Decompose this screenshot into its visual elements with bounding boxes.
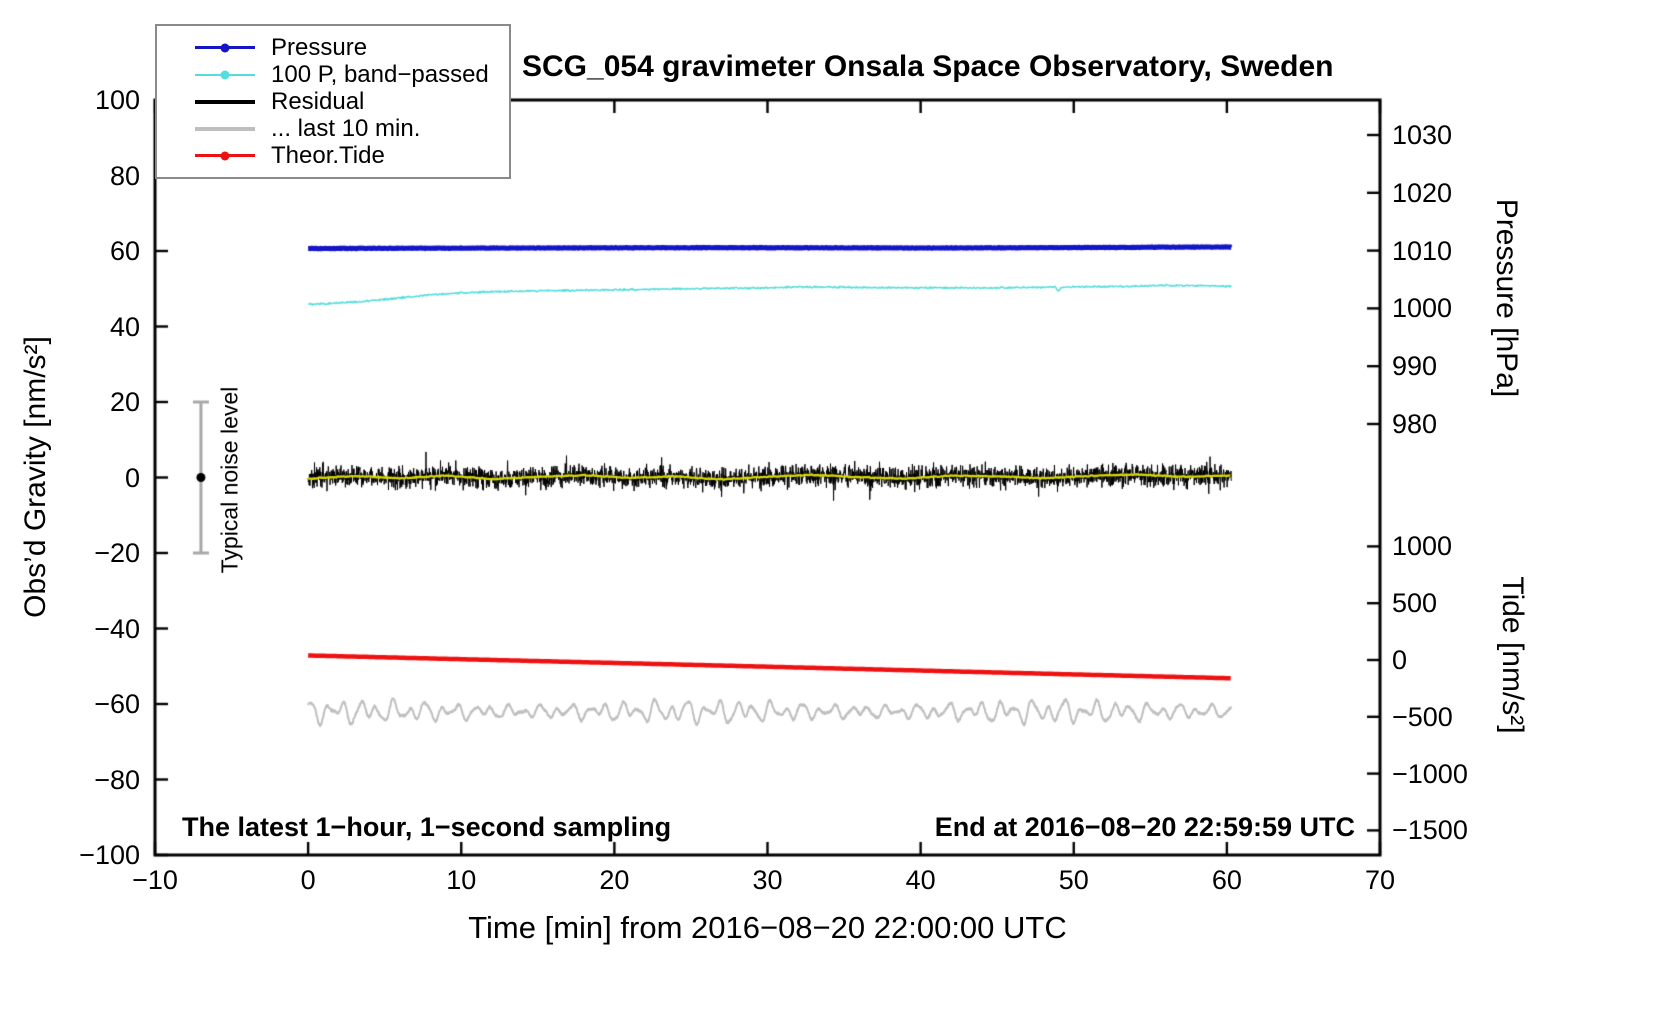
noise-level-label: Typical noise level bbox=[216, 386, 243, 574]
legend-dot-icon bbox=[220, 151, 230, 160]
time-tick-label: 40 bbox=[905, 865, 936, 895]
x-axis-label: Time [min] from 2016−08−20 22:00:00 UTC bbox=[468, 910, 1067, 945]
legend-label: 100 P, band−passed bbox=[271, 60, 489, 88]
end-time-note: End at 2016−08−20 22:59:59 UTC bbox=[934, 812, 1355, 842]
legend-label: Theor.Tide bbox=[271, 141, 385, 169]
legend-item: Pressure bbox=[157, 34, 509, 61]
pressure-axis-label: Pressure [hPa] bbox=[1490, 198, 1523, 398]
pressure-tick-label: 1010 bbox=[1392, 235, 1453, 266]
legend-line-icon bbox=[195, 150, 255, 161]
gravity-tick-label: −80 bbox=[94, 764, 140, 795]
legend: Pressure 100 P, band−passed Residual... la… bbox=[155, 24, 511, 179]
gravity-tick-label: 100 bbox=[94, 85, 140, 115]
tide-tick-label: −1000 bbox=[1392, 758, 1468, 789]
legend-line-icon bbox=[195, 42, 255, 53]
legend-item: Theor.Tide bbox=[157, 142, 509, 169]
tide-tick-label: 500 bbox=[1392, 588, 1438, 619]
gravity-tick-label: −20 bbox=[94, 538, 140, 568]
legend-label: Pressure bbox=[271, 33, 368, 61]
tide-tick-label: −1500 bbox=[1392, 815, 1468, 846]
time-tick-label: 10 bbox=[446, 865, 477, 895]
pressure-tick-label: 990 bbox=[1392, 351, 1438, 382]
left-axis-label: Obs’d Gravity [nm/s²] bbox=[19, 336, 52, 618]
sampling-note: The latest 1−hour, 1−second sampling bbox=[182, 812, 672, 842]
tide-tick-label: −500 bbox=[1392, 701, 1453, 732]
tide-tick-label: 0 bbox=[1392, 645, 1408, 675]
pressure-tick-label: 1030 bbox=[1392, 120, 1453, 150]
legend-item: ... last 10 min. bbox=[157, 115, 509, 142]
tide-tick-label: 1000 bbox=[1392, 531, 1453, 562]
legend-label: ... last 10 min. bbox=[271, 114, 421, 142]
time-tick-label: 50 bbox=[1058, 865, 1089, 895]
time-tick-label: −10 bbox=[132, 865, 178, 895]
time-tick-label: 60 bbox=[1211, 865, 1242, 895]
legend-line-icon bbox=[195, 123, 255, 134]
tide-axis-label: Tide [nm/s²] bbox=[1496, 576, 1529, 734]
gravity-tick-label: 80 bbox=[109, 160, 140, 191]
time-tick-label: 20 bbox=[599, 865, 630, 895]
gravity-tick-label: 20 bbox=[109, 387, 140, 417]
gravity-tick-label: −40 bbox=[94, 613, 140, 644]
legend-line-icon bbox=[195, 96, 255, 107]
legend-item: 100 P, band−passed bbox=[157, 61, 509, 88]
legend-item: Residual bbox=[157, 88, 509, 115]
time-tick-label: 70 bbox=[1364, 865, 1396, 895]
gravity-tick-label: 60 bbox=[109, 236, 140, 266]
gravity-tick-label: 0 bbox=[124, 462, 140, 493]
legend-dot-icon bbox=[220, 70, 230, 79]
legend-line-icon bbox=[195, 69, 255, 80]
chart-title: SCG_054 gravimeter Onsala Space Observat… bbox=[522, 50, 1334, 83]
gravity-tick-label: −100 bbox=[79, 840, 140, 870]
time-tick-label: 0 bbox=[300, 865, 316, 895]
gravity-tick-label: −60 bbox=[94, 689, 140, 719]
legend-dot-icon bbox=[220, 43, 230, 52]
legend-label: Residual bbox=[271, 87, 365, 115]
pressure-tick-label: 980 bbox=[1392, 409, 1438, 439]
gravity-tick-label: 40 bbox=[109, 311, 140, 342]
pressure-tick-label: 1020 bbox=[1392, 177, 1453, 208]
time-tick-label: 30 bbox=[752, 865, 783, 895]
pressure-tick-label: 1000 bbox=[1392, 293, 1453, 324]
